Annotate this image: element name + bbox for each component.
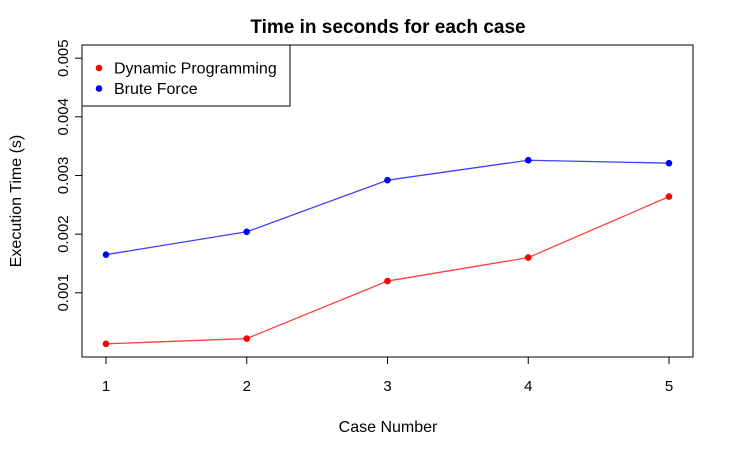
- legend-marker-1: [95, 85, 103, 92]
- data-point-1-1: [243, 228, 251, 236]
- y-tick-label: 0.001: [55, 274, 72, 312]
- chart-title: Time in seconds for each case: [250, 17, 525, 38]
- legend-box: [81, 44, 291, 107]
- legend: Dynamic Programming Brute Force: [81, 44, 291, 107]
- data-point-1-2: [384, 176, 391, 184]
- x-axis-label: Case Number: [339, 419, 438, 436]
- y-tick-label: 0.003: [55, 157, 72, 195]
- x-tick-label: 3: [383, 378, 391, 395]
- legend-label-0: Dynamic Programming: [114, 61, 277, 78]
- y-tick-label: 0.004: [55, 98, 72, 136]
- y-axis-label: Execution Time (s): [8, 135, 25, 267]
- x-tick-label: 5: [665, 378, 673, 395]
- legend-label-1: Brute Force: [114, 81, 198, 98]
- y-tick-label: 0.002: [55, 215, 72, 253]
- x-tick-label: 4: [524, 378, 532, 395]
- data-point-1-0: [102, 251, 110, 258]
- data-point-0-2: [384, 277, 391, 285]
- y-tick-label: 0.005: [55, 39, 72, 77]
- data-point-1-4: [665, 159, 673, 167]
- data-point-0-0: [102, 340, 110, 348]
- series-layer: [102, 156, 673, 348]
- series-line-0: [105, 196, 670, 345]
- y-axis: 0.001 0.002 0.003 0.004 0.005: [55, 39, 83, 312]
- series-line-1: [105, 159, 670, 256]
- data-point-0-3: [524, 254, 532, 261]
- data-point-0-1: [243, 335, 251, 342]
- data-point-0-4: [665, 193, 673, 200]
- legend-marker-0: [95, 64, 103, 72]
- x-tick-label: 1: [102, 378, 110, 395]
- x-tick-label: 2: [243, 378, 251, 395]
- x-axis: 1 2 3 4 5: [102, 356, 673, 395]
- data-point-1-3: [524, 156, 532, 164]
